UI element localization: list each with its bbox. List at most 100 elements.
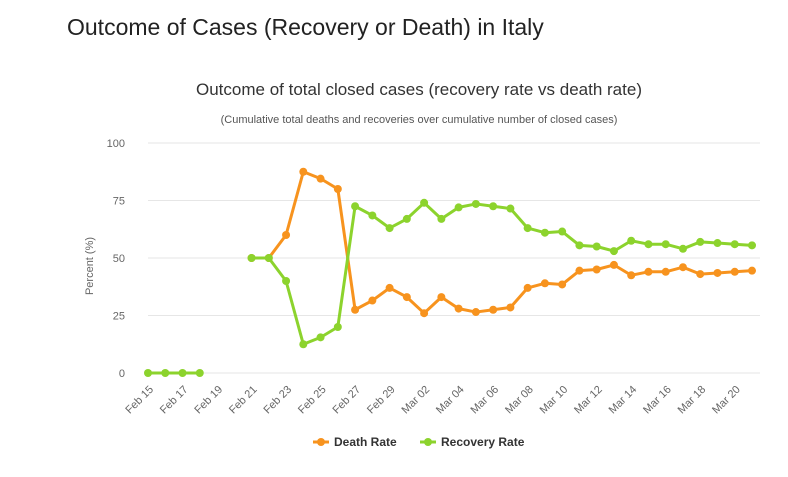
data-point[interactable] [195, 369, 204, 377]
data-point[interactable] [558, 227, 567, 236]
data-point[interactable] [316, 174, 325, 183]
x-tick-label: Mar 20 [710, 384, 743, 417]
x-tick-label: Mar 06 [469, 384, 502, 417]
data-point[interactable] [454, 203, 463, 212]
chart-subtitle: (Cumulative total deaths and recoveries … [220, 114, 618, 126]
data-point[interactable] [437, 293, 446, 302]
y-axis-ticks: 0 25 50 75 100 [107, 138, 125, 380]
data-point[interactable] [161, 369, 170, 377]
data-point[interactable] [489, 305, 498, 314]
data-point[interactable] [696, 270, 705, 279]
data-point[interactable] [333, 323, 342, 331]
data-point[interactable] [247, 254, 256, 262]
data-point[interactable] [558, 280, 567, 289]
series-line [251, 201, 753, 346]
x-tick-label: Feb 21 [227, 384, 260, 417]
data-point[interactable] [713, 268, 722, 277]
data-point[interactable] [437, 214, 446, 223]
series-line [251, 170, 753, 315]
chart-title: Outcome of total closed cases (recovery … [196, 80, 642, 99]
data-point[interactable] [523, 224, 532, 233]
data-point[interactable] [471, 308, 480, 317]
data-point[interactable] [351, 305, 360, 314]
data-point[interactable] [575, 241, 584, 250]
x-tick-label: Mar 10 [538, 384, 571, 417]
data-point[interactable] [678, 244, 687, 253]
x-tick-label: Mar 16 [641, 384, 674, 417]
data-point[interactable] [333, 185, 342, 193]
data-point[interactable] [299, 340, 308, 349]
data-point[interactable] [661, 240, 670, 249]
y-tick-label: 0 [119, 368, 125, 380]
data-point[interactable] [144, 369, 152, 377]
data-point[interactable] [592, 242, 601, 251]
legend-item[interactable]: Death Rate [313, 435, 397, 449]
data-point[interactable] [523, 283, 532, 292]
series-lines [144, 167, 756, 377]
x-tick-label: Feb 15 [123, 384, 156, 417]
data-point[interactable] [402, 293, 411, 302]
x-tick-label: Mar 18 [676, 384, 709, 417]
x-tick-label: Feb 23 [261, 384, 294, 417]
x-tick-label: Feb 25 [296, 384, 329, 417]
data-point[interactable] [540, 228, 549, 237]
data-point[interactable] [644, 240, 653, 249]
data-point[interactable] [282, 277, 291, 285]
data-point[interactable] [644, 267, 653, 276]
page-title: Outcome of Cases (Recovery or Death) in … [67, 14, 544, 40]
legend: Death Rate Recovery Rate [313, 435, 525, 449]
data-point[interactable] [368, 211, 377, 220]
data-point[interactable] [609, 247, 618, 256]
x-tick-label: Mar 04 [434, 384, 467, 417]
series-death-rate [247, 167, 756, 318]
data-point[interactable] [282, 231, 291, 239]
y-tick-label: 100 [107, 138, 125, 150]
data-point[interactable] [385, 224, 394, 233]
data-point[interactable] [540, 279, 549, 288]
data-point[interactable] [609, 260, 618, 269]
data-point[interactable] [471, 199, 480, 208]
data-point[interactable] [748, 266, 756, 275]
gridlines [148, 142, 760, 374]
data-point[interactable] [368, 296, 377, 305]
data-point[interactable] [420, 198, 429, 207]
data-point[interactable] [696, 237, 705, 246]
data-point[interactable] [730, 240, 739, 249]
data-point[interactable] [730, 267, 739, 276]
x-tick-label: Feb 29 [365, 384, 398, 417]
data-point[interactable] [316, 333, 325, 342]
data-point[interactable] [506, 303, 515, 312]
data-point[interactable] [385, 283, 394, 292]
data-point[interactable] [299, 167, 308, 176]
x-tick-label: Feb 17 [158, 384, 191, 417]
data-point[interactable] [506, 204, 515, 213]
data-point[interactable] [661, 267, 670, 276]
y-tick-label: 25 [113, 311, 125, 323]
data-point[interactable] [420, 309, 429, 318]
data-point[interactable] [178, 369, 187, 377]
x-tick-label: Mar 02 [400, 384, 433, 417]
x-tick-label: Mar 12 [572, 384, 605, 417]
data-point[interactable] [351, 202, 360, 211]
data-point[interactable] [264, 254, 273, 262]
x-tick-label: Feb 27 [331, 384, 364, 417]
data-point[interactable] [592, 265, 601, 274]
data-point[interactable] [678, 263, 687, 272]
legend-label: Recovery Rate [441, 435, 525, 449]
data-point[interactable] [402, 214, 411, 223]
data-point[interactable] [454, 304, 463, 313]
x-tick-label: Mar 14 [607, 384, 640, 417]
data-point[interactable] [748, 241, 756, 250]
data-point[interactable] [489, 202, 498, 211]
data-point[interactable] [575, 266, 584, 275]
x-tick-label: Mar 08 [503, 384, 536, 417]
y-axis-label: Percent (%) [84, 237, 96, 295]
data-point[interactable] [713, 239, 722, 248]
legend-label: Death Rate [334, 435, 397, 449]
legend-marker [424, 438, 432, 446]
legend-item[interactable]: Recovery Rate [420, 435, 525, 449]
data-point[interactable] [627, 271, 636, 280]
y-tick-label: 75 [113, 196, 125, 208]
data-point[interactable] [627, 236, 636, 245]
